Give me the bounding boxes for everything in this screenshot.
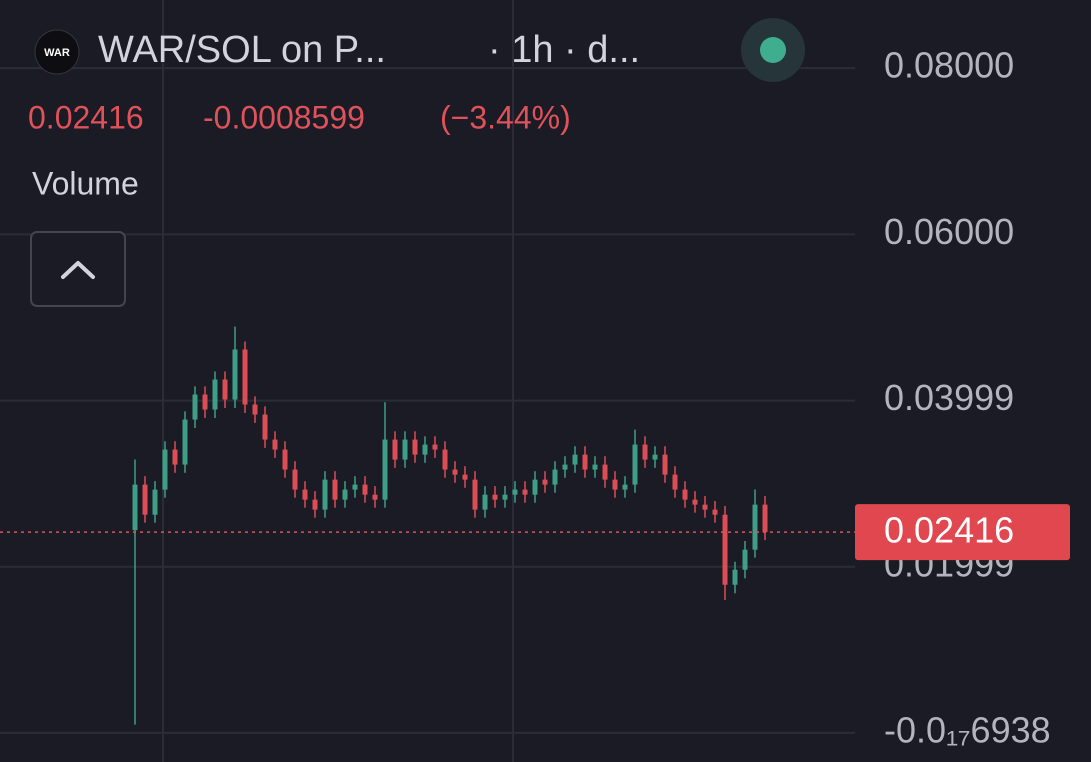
candle-body <box>732 569 738 585</box>
candle-body <box>572 454 578 465</box>
grid <box>0 67 855 734</box>
candle-body <box>592 464 598 470</box>
candle-body <box>352 484 358 490</box>
candle-body <box>212 379 218 410</box>
logo-text: WAR <box>44 47 70 59</box>
candle-body <box>182 419 188 465</box>
candle-body <box>582 454 588 470</box>
y-tick-label: 0.08000 <box>884 45 1014 86</box>
candle-body <box>152 489 158 515</box>
candle-body <box>502 494 508 500</box>
candle-body <box>192 394 198 420</box>
candle-body <box>462 474 468 480</box>
candle-body <box>662 454 668 475</box>
candle-body <box>312 499 318 510</box>
candle-body <box>512 489 518 495</box>
candle-body <box>492 494 498 500</box>
candle-body <box>232 349 238 400</box>
candle-body <box>452 469 458 475</box>
candle-body <box>642 444 648 460</box>
collapse-button[interactable] <box>30 231 126 307</box>
candle-body <box>322 479 328 510</box>
price-change: -0.0008599 <box>203 99 365 135</box>
y-tick-label: 0.06000 <box>884 211 1014 252</box>
interval: · 1h · d... <box>488 29 640 71</box>
logo <box>34 29 80 75</box>
candle-body <box>532 479 538 495</box>
candle-body <box>222 379 228 400</box>
candle-body <box>632 444 638 485</box>
candle-body <box>172 449 178 465</box>
candle-body <box>412 439 418 455</box>
candle-body <box>652 454 658 460</box>
last-price: 0.02416 <box>28 99 144 135</box>
candle-body <box>202 394 208 410</box>
candle-body <box>302 489 308 500</box>
candle-body <box>482 494 488 510</box>
symbol: WAR/SOL on P... <box>98 29 386 71</box>
candle-body <box>422 444 428 455</box>
candle-body <box>472 479 478 510</box>
candle-body <box>692 499 698 505</box>
candle-body <box>162 449 168 490</box>
candle-body <box>542 479 548 485</box>
candle-body <box>672 474 678 490</box>
candle-body <box>142 484 148 515</box>
candle-body <box>552 469 558 485</box>
candle-body <box>342 489 348 500</box>
candle-body <box>722 514 728 585</box>
y-tick-label: -0.0₁₇6938 <box>884 709 1051 750</box>
candle-body <box>252 404 258 415</box>
candle-body <box>332 479 338 500</box>
candle-body <box>132 484 138 531</box>
candle-body <box>372 494 378 500</box>
last-price-tag <box>855 504 1070 561</box>
candle-body <box>292 469 298 490</box>
plot <box>0 326 855 725</box>
chevron-up <box>61 261 95 279</box>
candle-body <box>382 439 388 500</box>
candle-body <box>282 449 288 470</box>
candle-body <box>752 504 758 550</box>
candle-body <box>742 549 748 570</box>
candle-body <box>262 414 268 440</box>
candle-body <box>712 509 718 515</box>
candle-body <box>242 349 248 405</box>
candle-body <box>272 439 278 450</box>
candle-body <box>622 484 628 490</box>
status-dot <box>760 37 786 63</box>
candle-body <box>442 449 448 470</box>
candle-body <box>402 439 408 460</box>
candle-body <box>362 484 368 495</box>
candle-body <box>562 464 568 470</box>
candle-body <box>762 504 768 533</box>
candle-body <box>682 489 688 500</box>
last-price-tag-label: 0.02416 <box>884 510 1014 551</box>
candle-body <box>612 479 618 490</box>
candle-body <box>522 489 528 495</box>
candle-body <box>432 444 438 450</box>
candle-body <box>602 464 608 480</box>
candle-body <box>702 504 708 510</box>
y-tick-label: 0.03999 <box>884 377 1014 418</box>
indicator-label: Volume <box>32 165 139 201</box>
candle-body <box>392 439 398 460</box>
price-change-percent: (−3.44%) <box>440 99 571 135</box>
